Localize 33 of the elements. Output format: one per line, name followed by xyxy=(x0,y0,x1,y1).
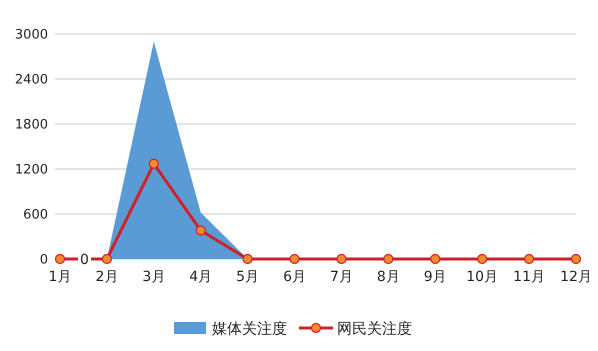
x-tick-label: 11月 xyxy=(513,269,546,285)
legend-label: 网民关注度 xyxy=(337,319,412,338)
point xyxy=(54,254,66,264)
point xyxy=(336,254,347,264)
point xyxy=(383,254,394,264)
point xyxy=(196,225,206,236)
point xyxy=(430,254,440,264)
y-tick-label: 2400 xyxy=(14,72,48,88)
x-tick-label: 3月 xyxy=(142,269,166,285)
x-tick-label: 9月 xyxy=(424,269,447,285)
y-tick-label: 0 xyxy=(40,252,48,268)
y-tick-label: 600 xyxy=(23,208,48,223)
point xyxy=(148,158,159,169)
annotation: 0 xyxy=(80,252,89,268)
x-tick-label: 6月 xyxy=(283,269,306,285)
point xyxy=(477,254,488,264)
y-tick-label: 1200 xyxy=(14,162,48,178)
x-tick-label: 7月 xyxy=(330,269,353,285)
y-tick-label: 1800 xyxy=(14,118,48,133)
x-tick-label: 5月 xyxy=(236,269,260,285)
x-tick-label: 8月 xyxy=(376,269,400,285)
point xyxy=(102,254,112,264)
x-tick-label: 10月 xyxy=(466,269,498,285)
x-tick-label: 2月 xyxy=(95,269,118,285)
x-tick-label: 4月 xyxy=(189,269,212,285)
x-tick-label: 12月 xyxy=(560,269,592,285)
point xyxy=(570,254,582,264)
legend-label: 媒体关注度 xyxy=(212,319,287,338)
y-tick-label: 3000 xyxy=(14,28,48,43)
point xyxy=(242,254,253,264)
point xyxy=(289,254,300,264)
x-tick-label: 1月 xyxy=(48,269,72,285)
point xyxy=(524,254,534,264)
